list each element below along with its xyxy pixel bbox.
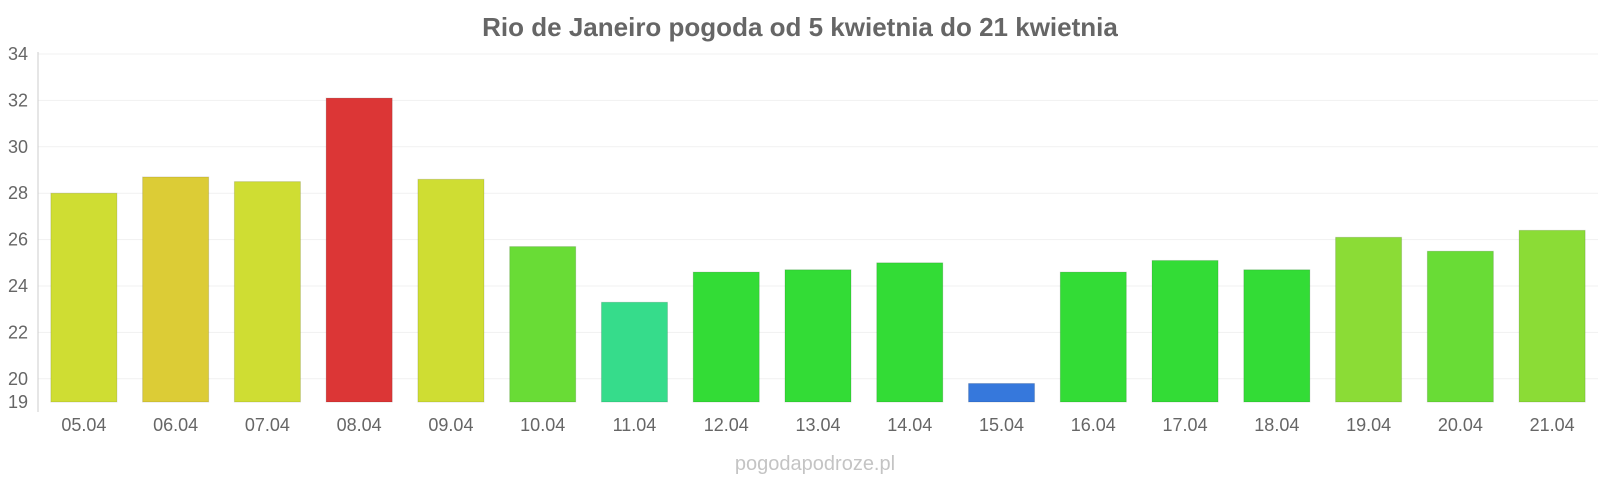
bar-15.04 bbox=[967, 382, 1036, 403]
x-tick-label: 11.04 bbox=[613, 415, 657, 435]
x-tick-label: 18.04 bbox=[1254, 415, 1299, 435]
x-tick-label: 12.04 bbox=[704, 415, 749, 435]
x-tick-label: 16.04 bbox=[1071, 415, 1116, 435]
bar-17.04 bbox=[1151, 259, 1219, 403]
y-axis-ticks: 19 20 22 24 26 28 30 32 34 bbox=[8, 44, 28, 412]
x-tick-label: 19.04 bbox=[1346, 415, 1391, 435]
bar-09.04 bbox=[417, 178, 485, 403]
x-tick-label: 15.04 bbox=[979, 415, 1024, 435]
y-tick-label: 26 bbox=[8, 230, 28, 250]
bar-06.04 bbox=[142, 176, 210, 403]
bar-05.04 bbox=[50, 192, 118, 403]
bar-07.04 bbox=[233, 181, 301, 403]
x-tick-label: 13.04 bbox=[795, 415, 840, 435]
x-tick-label: 05.04 bbox=[61, 415, 106, 435]
bar-13.04 bbox=[784, 269, 852, 403]
x-tick-label: 17.04 bbox=[1163, 415, 1208, 435]
bar-14.04 bbox=[876, 262, 944, 403]
x-tick-label: 06.04 bbox=[153, 415, 198, 435]
bar-08.04 bbox=[325, 97, 393, 403]
x-axis-ticks: 05.04 06.04 07.04 08.04 09.04 10.04 11.04 12.04… bbox=[61, 415, 1574, 435]
y-tick-label: 19 bbox=[8, 392, 28, 412]
y-tick-label: 24 bbox=[8, 276, 28, 296]
bar-19.04 bbox=[1335, 236, 1403, 403]
bar-16.04 bbox=[1059, 271, 1127, 403]
bar-18.04 bbox=[1243, 269, 1311, 403]
x-tick-label: 08.04 bbox=[337, 415, 382, 435]
x-tick-label: 20.04 bbox=[1438, 415, 1483, 435]
y-tick-label: 28 bbox=[8, 183, 28, 203]
bar-21.04 bbox=[1518, 229, 1586, 403]
watermark: pogodapodroze.pl bbox=[735, 453, 895, 475]
bar-10.04 bbox=[509, 246, 577, 403]
x-tick-label: 07.04 bbox=[245, 415, 290, 435]
chart-title: Rio de Janeiro pogoda od 5 kwietnia do 2… bbox=[482, 12, 1118, 42]
x-tick-label: 14.04 bbox=[887, 415, 932, 435]
bar-12.04 bbox=[692, 271, 760, 403]
x-tick-label: 09.04 bbox=[428, 415, 473, 435]
y-tick-label: 20 bbox=[8, 369, 28, 389]
bar-11.04 bbox=[600, 301, 669, 403]
y-tick-label: 22 bbox=[8, 322, 28, 342]
x-tick-label: 21.04 bbox=[1530, 415, 1575, 435]
x-tick-label: 10.04 bbox=[520, 415, 565, 435]
y-tick-label: 30 bbox=[8, 137, 28, 157]
y-tick-label: 32 bbox=[8, 90, 28, 110]
bar-20.04 bbox=[1426, 250, 1494, 403]
bars bbox=[50, 97, 1586, 403]
y-tick-label: 34 bbox=[8, 44, 28, 64]
